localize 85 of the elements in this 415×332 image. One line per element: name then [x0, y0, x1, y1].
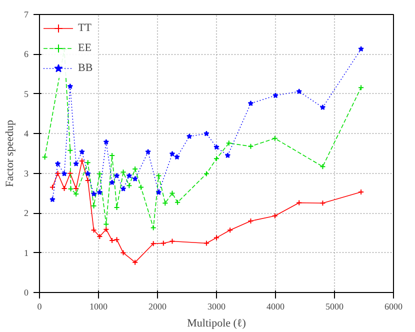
point: [174, 199, 181, 206]
point: [103, 226, 110, 232]
point: [54, 160, 61, 166]
point: [68, 186, 74, 192]
point: [120, 169, 126, 176]
y-tick-label: 5: [24, 88, 29, 99]
point: [150, 240, 156, 247]
y-tick-label: 7: [24, 10, 29, 20]
point: [61, 170, 68, 176]
point: [296, 200, 302, 206]
point: [169, 150, 176, 156]
point: [103, 138, 110, 145]
point: [50, 196, 56, 202]
point: [214, 144, 220, 150]
legend-label: BB: [78, 62, 94, 74]
point: [90, 227, 97, 234]
point: [174, 154, 180, 160]
point: [84, 160, 91, 166]
legend-label: EE: [78, 42, 92, 54]
point: [248, 143, 254, 150]
x-tick-label: 5000: [326, 302, 344, 312]
x-tick-label: 4000: [266, 302, 285, 312]
point: [138, 184, 144, 190]
point: [227, 227, 234, 234]
point: [214, 234, 220, 241]
point: [358, 46, 364, 52]
y-axis-title: Factor speedup: [4, 120, 16, 187]
point: [73, 160, 79, 166]
y-tick-label: 1: [24, 248, 28, 258]
point: [156, 189, 162, 195]
point: [320, 200, 326, 206]
x-tick-label: 2000: [148, 302, 167, 312]
x-tick-label: 6000: [384, 302, 403, 312]
y-tick-label: 3: [24, 168, 29, 178]
point: [203, 170, 210, 177]
point: [114, 172, 120, 178]
point: [169, 190, 176, 196]
point: [90, 191, 97, 197]
point: [103, 221, 110, 228]
point: [162, 200, 168, 206]
point: [156, 172, 162, 179]
point: [320, 164, 326, 170]
point: [85, 170, 91, 176]
point: [67, 83, 74, 89]
point: [358, 84, 364, 91]
point: [67, 170, 74, 176]
point: [272, 92, 278, 98]
point: [214, 156, 220, 162]
point: [204, 130, 210, 136]
x-tick-label: 1000: [90, 302, 108, 312]
point: [226, 140, 232, 146]
point: [96, 189, 103, 195]
point: [272, 212, 278, 219]
point: [160, 240, 166, 246]
point: [42, 154, 48, 160]
y-tick-label: 4: [24, 128, 29, 139]
point: [186, 133, 192, 139]
x-tick-label: 0: [37, 302, 42, 312]
point: [79, 148, 85, 154]
point: [169, 238, 176, 244]
point: [224, 152, 231, 158]
point: [132, 259, 138, 266]
point: [54, 170, 61, 176]
y-tick-label: 6: [24, 49, 29, 60]
point: [120, 186, 126, 192]
legend-label: TT: [78, 22, 92, 34]
point: [109, 179, 115, 186]
point: [272, 135, 278, 142]
x-tick-label: 3000: [208, 302, 226, 312]
point: [145, 148, 151, 154]
point: [150, 224, 156, 231]
point: [126, 172, 132, 178]
point: [126, 182, 132, 189]
point: [120, 250, 126, 256]
point: [248, 100, 254, 106]
point: [96, 170, 103, 177]
point: [296, 88, 302, 94]
point: [90, 202, 97, 209]
point: [320, 104, 326, 110]
x-axis-title: Multipole (ℓ): [187, 318, 246, 330]
y-tick-label: 2: [24, 208, 28, 218]
point: [203, 240, 210, 246]
y-tick-label: 0: [24, 288, 29, 298]
point: [67, 147, 74, 154]
point: [132, 176, 138, 182]
